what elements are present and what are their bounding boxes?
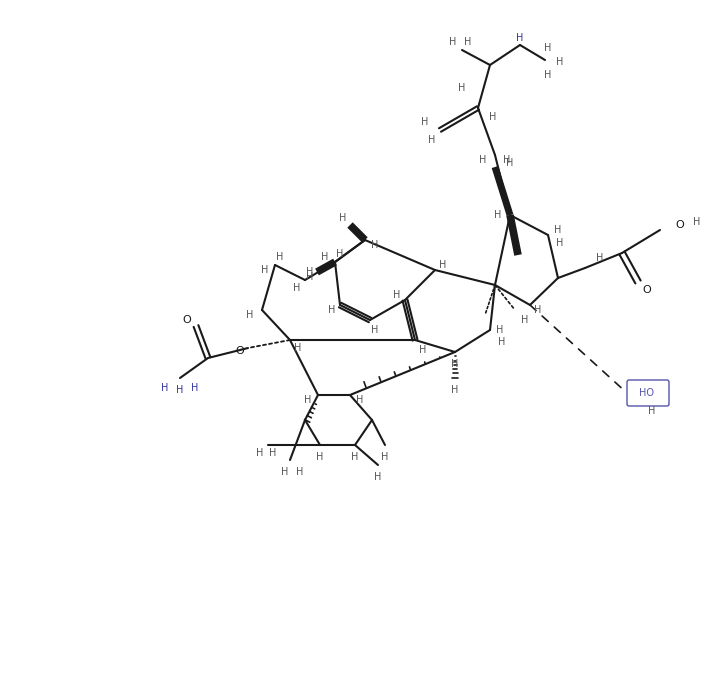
FancyBboxPatch shape bbox=[627, 380, 669, 406]
Text: H: H bbox=[336, 249, 344, 259]
Text: H: H bbox=[506, 158, 513, 168]
Text: H: H bbox=[372, 240, 379, 250]
Text: H: H bbox=[293, 283, 300, 293]
Text: H: H bbox=[429, 135, 436, 145]
Text: H: H bbox=[276, 252, 283, 262]
Text: H: H bbox=[328, 305, 335, 315]
Text: H: H bbox=[494, 210, 502, 220]
Text: H: H bbox=[246, 310, 253, 320]
Text: H: H bbox=[261, 265, 268, 275]
Text: H: H bbox=[382, 452, 389, 462]
Text: H: H bbox=[693, 217, 701, 227]
Text: H: H bbox=[294, 343, 302, 353]
Text: H: H bbox=[498, 337, 506, 347]
Text: H: H bbox=[316, 452, 324, 462]
Text: H: H bbox=[449, 37, 456, 47]
Text: H: H bbox=[521, 315, 529, 325]
Text: H: H bbox=[375, 472, 382, 482]
Text: H: H bbox=[162, 383, 169, 393]
Text: H: H bbox=[534, 305, 542, 315]
Text: H: H bbox=[393, 290, 401, 300]
Text: H: H bbox=[451, 359, 459, 369]
Text: H: H bbox=[306, 272, 314, 282]
Text: H: H bbox=[340, 213, 347, 223]
Text: H: H bbox=[296, 467, 304, 477]
Text: H: H bbox=[422, 117, 429, 127]
Text: H: H bbox=[306, 267, 314, 277]
Text: H: H bbox=[269, 448, 277, 458]
Text: H: H bbox=[419, 345, 426, 355]
Text: H: H bbox=[649, 406, 656, 416]
Text: O: O bbox=[643, 285, 651, 295]
Text: H: H bbox=[304, 395, 312, 405]
Text: H: H bbox=[372, 325, 379, 335]
Text: HO: HO bbox=[639, 388, 654, 398]
Text: O: O bbox=[675, 220, 684, 230]
Text: H: H bbox=[356, 395, 364, 405]
Text: H: H bbox=[459, 83, 466, 93]
Text: H: H bbox=[256, 448, 263, 458]
Text: H: H bbox=[503, 155, 511, 165]
Text: H: H bbox=[544, 70, 552, 80]
Text: O: O bbox=[182, 315, 192, 325]
Text: H: H bbox=[439, 260, 446, 270]
Text: H: H bbox=[464, 37, 471, 47]
Text: H: H bbox=[544, 43, 552, 53]
Text: H: H bbox=[556, 57, 564, 67]
Text: H: H bbox=[321, 252, 329, 262]
Text: H: H bbox=[496, 325, 503, 335]
Text: H: H bbox=[177, 385, 184, 395]
Text: H: H bbox=[556, 238, 564, 248]
Text: H: H bbox=[281, 467, 288, 477]
Text: H: H bbox=[451, 385, 459, 395]
Text: H: H bbox=[192, 383, 199, 393]
Text: O: O bbox=[236, 346, 244, 356]
Text: H: H bbox=[351, 452, 359, 462]
Text: H: H bbox=[516, 33, 524, 43]
Text: H: H bbox=[489, 112, 497, 122]
Text: H: H bbox=[555, 225, 562, 235]
Text: H: H bbox=[597, 253, 604, 263]
Text: H: H bbox=[479, 155, 487, 165]
